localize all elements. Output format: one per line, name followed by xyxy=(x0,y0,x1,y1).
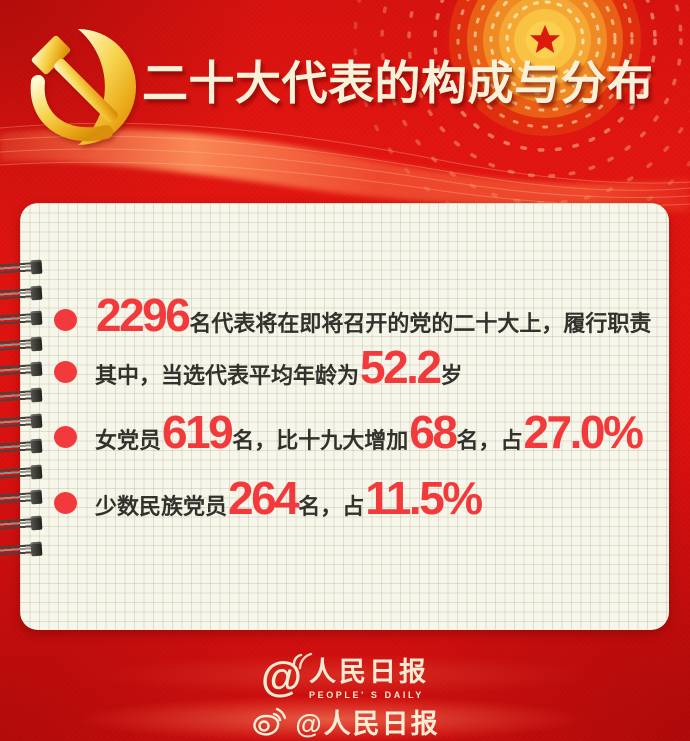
binder-wire xyxy=(0,262,34,275)
stat-number: 619 xyxy=(162,406,234,458)
binder-wire xyxy=(0,492,34,505)
brand-text-block: 人民日报 PEOPLE' S DAILY xyxy=(308,656,429,701)
bullet-dot-icon xyxy=(54,361,77,383)
sound-waves-icon xyxy=(292,652,313,670)
brand-name: 人民日报 xyxy=(308,657,429,687)
stat-text: 其中，当选代表平均年龄为 xyxy=(95,363,360,388)
stat-number: 52.2 xyxy=(360,341,442,393)
binder-clip xyxy=(30,541,43,556)
page-title: 二十大代表的构成与分布 xyxy=(142,57,654,109)
binder-ring-icon xyxy=(0,336,44,353)
stat-text-line: 少数民族党员264名，占11.5% xyxy=(95,475,483,521)
binder-clip xyxy=(30,310,43,326)
stat-text: 名，比十九大增加 xyxy=(232,428,409,453)
sunburst-icon xyxy=(353,0,690,215)
binder-wire xyxy=(0,467,34,480)
stat-text: 女党员 xyxy=(95,428,162,453)
stat-text: 名，占 xyxy=(456,428,523,453)
stat-number: 11.5% xyxy=(365,472,483,524)
binder-wire xyxy=(0,364,34,377)
binder-clip xyxy=(30,336,43,352)
bullet-dot-icon xyxy=(54,426,77,448)
stat-text-line: 2296名代表将在即将召开的党的二十大上，履行职责 xyxy=(95,292,651,338)
binder-clip xyxy=(30,464,43,480)
binder-wire xyxy=(0,441,34,454)
stat-text-line: 其中，当选代表平均年龄为52.2岁 xyxy=(95,344,463,390)
weibo-handle: @人民日报 xyxy=(295,709,440,739)
stat-text: 名，占 xyxy=(298,494,365,519)
binder-ring-icon xyxy=(0,413,44,430)
stat-row: 其中，当选代表平均年龄为52.2岁 xyxy=(54,344,661,390)
binder-clip xyxy=(30,285,43,300)
stat-row: 女党员619名，比十九大增加68名，占27.0% xyxy=(54,409,661,455)
binder-wire xyxy=(0,415,34,429)
stat-text-line: 女党员619名，比十九大增加68名，占27.0% xyxy=(95,409,644,455)
stat-number: 68 xyxy=(409,406,458,458)
binder-ring-icon xyxy=(0,541,44,558)
stat-text: 少数民族党员 xyxy=(95,494,228,519)
binder-clip xyxy=(30,362,43,377)
binder-wire xyxy=(0,287,34,301)
binder-clip xyxy=(30,259,43,275)
stat-number: 264 xyxy=(228,472,300,524)
binder-wire xyxy=(0,390,34,403)
cpc-emblem-icon xyxy=(30,29,136,145)
bullet-dot-icon xyxy=(54,492,77,514)
binder-clip xyxy=(30,515,43,531)
binder-wire xyxy=(0,339,34,352)
binder-clip xyxy=(30,387,43,403)
at-mark-icon: @ xyxy=(261,652,313,698)
weibo-icon xyxy=(253,707,287,736)
stat-row: 少数民族党员264名，占11.5% xyxy=(54,475,661,521)
brand-subtitle: PEOPLE' S DAILY xyxy=(308,690,424,700)
stat-text: 岁 xyxy=(440,363,463,388)
peoples-daily-logo: @ 人民日报 PEOPLE' S DAILY xyxy=(0,652,690,701)
stat-text: 名代表将在即将召开的党的二十大上，履行职责 xyxy=(189,311,652,336)
stat-row: 2296名代表将在即将召开的党的二十大上，履行职责 xyxy=(54,292,661,338)
stat-number: 2296 xyxy=(96,289,191,341)
binder-clip xyxy=(30,413,43,428)
binder-clip xyxy=(30,490,43,505)
binder-clip xyxy=(30,438,43,454)
stats-card: 2296名代表将在即将召开的党的二十大上，履行职责 其中，当选代表平均年龄为52.… xyxy=(20,203,669,630)
binder-wire xyxy=(0,518,34,531)
binder-ring-icon xyxy=(0,464,44,481)
binder-wire xyxy=(0,313,34,326)
binder-wire xyxy=(0,543,34,557)
bullet-dot-icon xyxy=(54,309,77,331)
sunburst-star-icon xyxy=(530,25,560,53)
binder-ring-icon xyxy=(0,285,44,302)
stat-number: 27.0% xyxy=(523,406,643,458)
weibo-line: @人民日报 xyxy=(0,702,690,741)
